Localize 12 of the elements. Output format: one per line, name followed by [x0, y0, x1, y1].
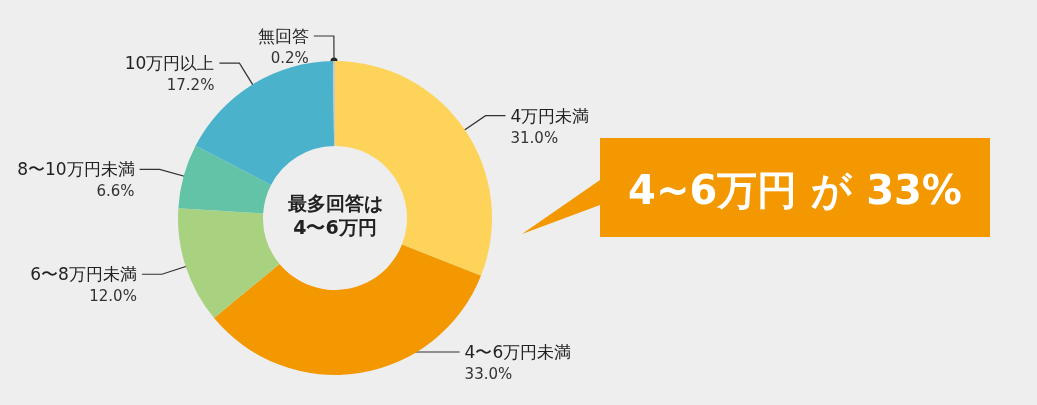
data-label: 33.0% [464, 365, 513, 383]
data-label: 6.6% [96, 182, 135, 201]
text: 最多回答は 4〜6万円 [286, 192, 383, 238]
slice-label: 6〜8万円未満 [30, 264, 137, 285]
data-label: 0.2% [270, 49, 309, 67]
data-label: 12.0% [89, 287, 137, 306]
slice-label: 10万円以上 [124, 53, 215, 74]
slice-label: 無回答 [257, 26, 309, 46]
slice-label: 4万円未満 [510, 105, 590, 126]
slice-label: 4〜6万円未満 [464, 342, 572, 362]
data-label: 17.2% [166, 76, 215, 95]
slice-label: 8〜10万円未満 [17, 159, 135, 180]
